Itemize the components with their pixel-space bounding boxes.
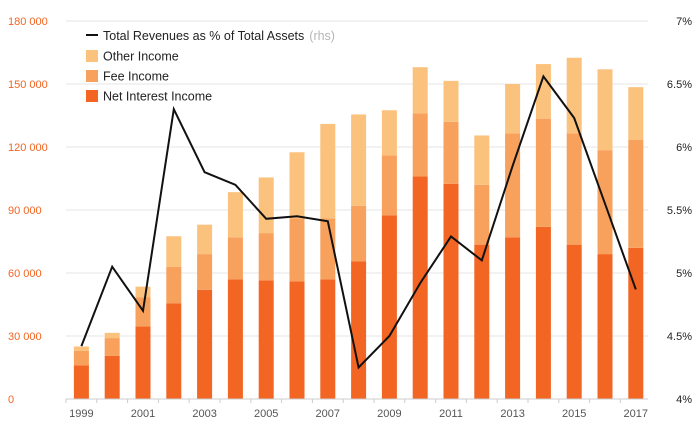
line-total-revenues-pct-assets	[80, 74, 637, 370]
bar-net-interest-income	[597, 254, 613, 399]
bar-other-income	[566, 57, 582, 134]
bar-net-interest-income	[73, 365, 89, 399]
bar-other-income	[474, 135, 490, 185]
y-left-tick-label: 0	[8, 394, 14, 406]
bar-other-income	[443, 80, 459, 122]
y-right-tick-label: 6.5%	[667, 79, 692, 91]
x-tick-label: 2011	[439, 408, 463, 420]
bar-fee-income	[566, 133, 582, 245]
bar-net-interest-income	[197, 289, 213, 399]
bar-other-income	[535, 64, 551, 119]
bar-fee-income	[443, 121, 459, 184]
x-tick-label: 2009	[377, 408, 401, 420]
bar-other-income	[73, 346, 89, 351]
bar-fee-income	[412, 113, 428, 177]
bar-fee-income	[535, 118, 551, 227]
x-tick-label: 2015	[562, 408, 586, 420]
bar-fee-income	[505, 133, 521, 238]
bar-fee-income	[73, 350, 89, 366]
y-right-tick-label: 4.5%	[667, 331, 692, 343]
bar-net-interest-income	[320, 279, 336, 399]
bar-net-interest-income	[381, 215, 397, 399]
legend-label: Fee Income	[103, 70, 169, 84]
bar-net-interest-income	[258, 280, 274, 399]
legend: Total Revenues as % of Total Assets (rhs)…	[86, 29, 335, 104]
bar-fee-income	[351, 205, 367, 262]
bar-fee-income	[628, 139, 644, 248]
line-layer	[80, 74, 637, 370]
bar-net-interest-income	[474, 244, 490, 399]
bar-net-interest-income	[135, 326, 151, 399]
y-right-tick-label: 5.5%	[667, 205, 692, 217]
legend-label: Total Revenues as % of Total Assets	[103, 29, 304, 43]
bar-net-interest-income	[412, 176, 428, 399]
x-tick-label: 2001	[131, 408, 155, 420]
y-left-tick-label: 120 000	[8, 142, 48, 154]
y-right-tick-label: 4%	[676, 394, 692, 406]
x-tick-label: 2017	[624, 408, 648, 420]
x-tick-label: 2003	[192, 408, 216, 420]
x-tick-label: 2013	[500, 408, 524, 420]
y-right-tick-label: 7%	[676, 16, 692, 28]
bar-other-income	[628, 87, 644, 140]
bar-net-interest-income	[166, 303, 182, 399]
axis-layer: 0 30 000 60 000 90 000 120 000 150 000 180 000…	[8, 16, 692, 420]
bar-other-income	[258, 177, 274, 234]
bar-other-income	[412, 67, 428, 114]
bar-fee-income	[227, 237, 243, 280]
bar-fee-income	[289, 218, 305, 282]
bar-net-interest-income	[566, 244, 582, 399]
bar-net-interest-income	[443, 183, 459, 399]
y-left-tick-label: 60 000	[8, 268, 42, 280]
y-right-tick-label: 6%	[676, 142, 692, 154]
y-left-tick-label: 150 000	[8, 79, 48, 91]
bar-net-interest-income	[535, 226, 551, 399]
legend-label: Other Income	[103, 50, 179, 64]
legend-swatch	[86, 70, 98, 82]
bar-fee-income	[474, 184, 490, 245]
bar-other-income	[381, 110, 397, 156]
bar-other-income	[289, 152, 305, 219]
y-left-tick-label: 90 000	[8, 205, 42, 217]
y-left-tick-label: 180 000	[8, 16, 48, 28]
bar-net-interest-income	[289, 281, 305, 399]
bar-fee-income	[258, 233, 274, 281]
bar-other-income	[104, 332, 120, 339]
bar-other-income	[197, 224, 213, 255]
bar-fee-income	[320, 218, 336, 280]
bar-net-interest-income	[351, 261, 367, 399]
x-tick-label: 2005	[254, 408, 278, 420]
bar-other-income	[227, 192, 243, 238]
bar-fee-income	[197, 254, 213, 290]
legend-swatch	[86, 90, 98, 102]
legend-label: Net Interest Income	[103, 90, 212, 104]
bar-fee-income	[104, 338, 120, 356]
bar-other-income	[505, 84, 521, 134]
legend-label-suffix: (rhs)	[309, 29, 335, 43]
bar-net-interest-income	[227, 279, 243, 399]
y-right-tick-label: 5%	[676, 268, 692, 280]
bar-net-interest-income	[505, 237, 521, 399]
bar-other-income	[597, 69, 613, 151]
bar-fee-income	[166, 266, 182, 304]
bar-net-interest-income	[104, 355, 120, 399]
bar-net-interest-income	[628, 247, 644, 399]
bar-other-income	[135, 286, 151, 298]
bar-layer	[73, 57, 644, 399]
x-tick-label: 1999	[69, 408, 93, 420]
bar-other-income	[320, 123, 336, 219]
legend-swatch	[86, 50, 98, 62]
y-left-tick-label: 30 000	[8, 331, 42, 343]
bar-other-income	[351, 114, 367, 206]
bar-other-income	[166, 236, 182, 267]
bar-fee-income	[381, 155, 397, 216]
x-tick-label: 2007	[316, 408, 340, 420]
